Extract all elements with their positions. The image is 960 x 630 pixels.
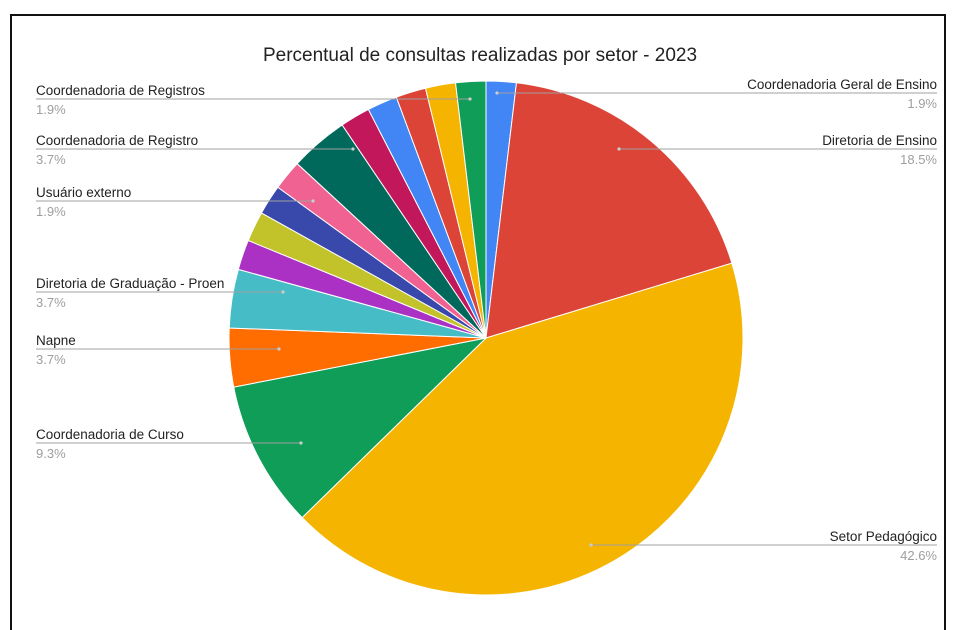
slice-label-pct-3: 9.3%: [36, 446, 66, 461]
slice-label-2: Setor Pedagógico 42.6%: [589, 529, 937, 563]
slice-label-1: Diretoria de Ensino 18.5%: [617, 133, 937, 167]
slice-label-0: Coordenadoria Geral de Ensino 1.9%: [495, 77, 937, 111]
leader-dot-10: [351, 147, 355, 151]
slice-label-8: Usuário externo 1.9%: [36, 185, 315, 219]
leader-dot-5: [281, 290, 285, 294]
slice-label-pct-12: 1.9%: [36, 102, 66, 117]
slice-label-pct-4: 3.7%: [36, 352, 66, 367]
slice-label-pct-2: 42.6%: [900, 548, 937, 563]
pie-slice-3: [233, 337, 488, 519]
slice-label-name-4: Napne: [36, 333, 76, 348]
slice-label-12: Coordenadoria de Registros 1.9%: [36, 83, 472, 117]
slice-label-name-2: Setor Pedagógico: [830, 529, 937, 544]
slice-label-3: Coordenadoria de Curso 9.3%: [36, 427, 303, 461]
slice-label-name-1: Diretoria de Ensino: [822, 133, 937, 148]
pie-slice-2: [301, 262, 744, 596]
slice-label-pct-10: 3.7%: [36, 152, 66, 167]
leader-dot-4: [277, 347, 281, 351]
leader-dot-1: [617, 147, 621, 151]
slice-label-pct-1: 18.5%: [900, 152, 937, 167]
leader-dot-3: [299, 441, 303, 445]
leader-dot-0: [495, 91, 499, 95]
pie-slice-1: [485, 82, 733, 339]
slice-label-pct-0: 1.9%: [907, 96, 937, 111]
slice-label-name-8: Usuário externo: [36, 185, 131, 200]
leader-dot-2: [589, 543, 593, 547]
slice-label-10: Coordenadoria de Registro 3.7%: [36, 133, 355, 167]
slice-label-name-12: Coordenadoria de Registros: [36, 83, 205, 98]
slice-label-name-5: Diretoria de Graduação - Proen: [36, 276, 224, 291]
slice-label-5: Diretoria de Graduação - Proen 3.7%: [36, 276, 285, 310]
slice-label-name-3: Coordenadoria de Curso: [36, 427, 184, 442]
slice-label-4: Napne 3.7%: [36, 333, 281, 367]
slice-label-pct-8: 1.9%: [36, 204, 66, 219]
slice-label-name-10: Coordenadoria de Registro: [36, 133, 198, 148]
leader-dot-8: [311, 199, 315, 203]
slice-label-pct-5: 3.7%: [36, 295, 66, 310]
chart-title: Percentual de consultas realizadas por s…: [262, 45, 698, 66]
pie-slice-15: [454, 80, 487, 339]
slice-label-name-0: Coordenadoria Geral de Ensino: [747, 77, 937, 92]
leader-dot-12: [468, 97, 472, 101]
